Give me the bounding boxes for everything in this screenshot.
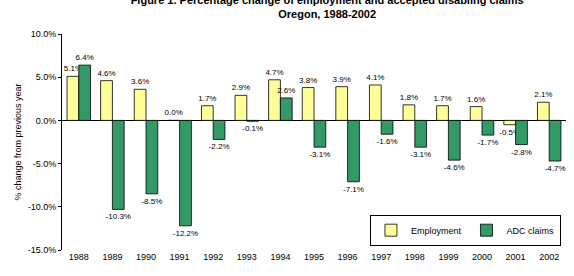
svg-text:1990: 1990	[136, 252, 156, 262]
svg-text:-0.1%: -0.1%	[242, 124, 263, 133]
svg-text:-1.7%: -1.7%	[477, 138, 498, 147]
svg-text:-3.1%: -3.1%	[410, 150, 431, 159]
svg-text:-10.3%: -10.3%	[106, 212, 131, 221]
svg-text:-4.7%: -4.7%	[545, 164, 566, 173]
svg-text:10.0%: 10.0%	[31, 29, 57, 39]
svg-text:6.4%: 6.4%	[76, 53, 94, 62]
svg-text:1997: 1997	[371, 252, 391, 262]
svg-text:1.7%: 1.7%	[198, 94, 216, 103]
svg-text:-10.0%: -10.0%	[28, 202, 57, 212]
svg-text:1.8%: 1.8%	[400, 93, 418, 102]
svg-text:1993: 1993	[237, 252, 257, 262]
svg-text:0.0%: 0.0%	[165, 108, 183, 117]
svg-text:0.0%: 0.0%	[36, 116, 57, 126]
svg-text:5.0%: 5.0%	[36, 72, 57, 82]
svg-text:1.6%: 1.6%	[467, 95, 485, 104]
svg-text:3.9%: 3.9%	[333, 75, 351, 84]
svg-text:2002: 2002	[539, 252, 559, 262]
svg-text:1996: 1996	[338, 252, 358, 262]
svg-text:4.7%: 4.7%	[265, 68, 283, 77]
svg-text:2.9%: 2.9%	[232, 83, 250, 92]
svg-text:2001: 2001	[506, 252, 526, 262]
svg-text:-5.0%: -5.0%	[33, 159, 57, 169]
svg-text:-4.6%: -4.6%	[444, 163, 465, 172]
svg-text:4.6%: 4.6%	[97, 69, 115, 78]
svg-text:-0.5%: -0.5%	[499, 128, 520, 137]
svg-text:-3.1%: -3.1%	[309, 150, 330, 159]
svg-text:-12.2%: -12.2%	[173, 229, 198, 238]
svg-text:4.1%: 4.1%	[366, 73, 384, 82]
svg-text:1999: 1999	[438, 252, 458, 262]
svg-text:% change from previous year: % change from previous year	[13, 83, 23, 200]
svg-text:-8.5%: -8.5%	[141, 197, 162, 206]
svg-text:1995: 1995	[304, 252, 324, 262]
svg-text:2.1%: 2.1%	[534, 90, 552, 99]
svg-text:-1.6%: -1.6%	[377, 137, 398, 146]
svg-text:1992: 1992	[203, 252, 223, 262]
svg-text:3.6%: 3.6%	[131, 77, 149, 86]
svg-text:Employment: Employment	[411, 226, 462, 236]
svg-text:Figure 1. Percentage change of: Figure 1. Percentage change of employmen…	[131, 0, 524, 20]
svg-text:-2.8%: -2.8%	[511, 148, 532, 157]
svg-text:2.6%: 2.6%	[277, 86, 295, 95]
svg-text:-2.2%: -2.2%	[209, 142, 230, 151]
svg-text:ADC claims: ADC claims	[506, 226, 554, 236]
svg-text:1988: 1988	[69, 252, 89, 262]
svg-text:5.1%: 5.1%	[64, 64, 82, 73]
svg-text:-7.1%: -7.1%	[343, 185, 364, 194]
svg-text:1991: 1991	[170, 252, 190, 262]
svg-text:1.7%: 1.7%	[433, 94, 451, 103]
svg-text:1998: 1998	[405, 252, 425, 262]
svg-text:1989: 1989	[102, 252, 122, 262]
svg-text:-15.0%: -15.0%	[28, 245, 57, 255]
svg-text:1994: 1994	[270, 252, 290, 262]
svg-text:3.8%: 3.8%	[299, 76, 317, 85]
svg-text:2000: 2000	[472, 252, 492, 262]
